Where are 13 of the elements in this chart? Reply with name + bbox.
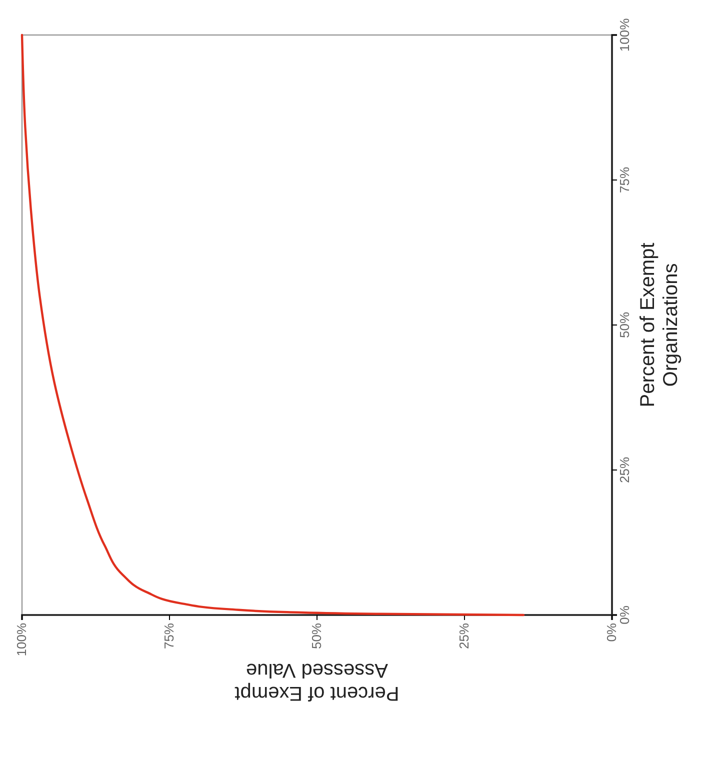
line-series: [20, 34, 525, 616]
x-tick-label: 0%: [604, 622, 620, 642]
y-axis-title: Percent of Exempt Organizations: [637, 242, 682, 408]
x-tick-label: 50%: [309, 622, 324, 650]
y-tick-label: 75%: [617, 166, 632, 194]
x-axis-title: Percent of Exempt Assessed Value: [234, 659, 400, 704]
x-tick-label: 100%: [14, 622, 30, 656]
x-tick-label: 25%: [456, 622, 472, 650]
y-tick-label: 100%: [617, 18, 632, 52]
x-tick-label: 75%: [162, 622, 177, 650]
y-tick-label: 0%: [617, 605, 632, 624]
y-tick-label: 50%: [617, 312, 632, 338]
y-tick-label: 25%: [617, 456, 632, 484]
